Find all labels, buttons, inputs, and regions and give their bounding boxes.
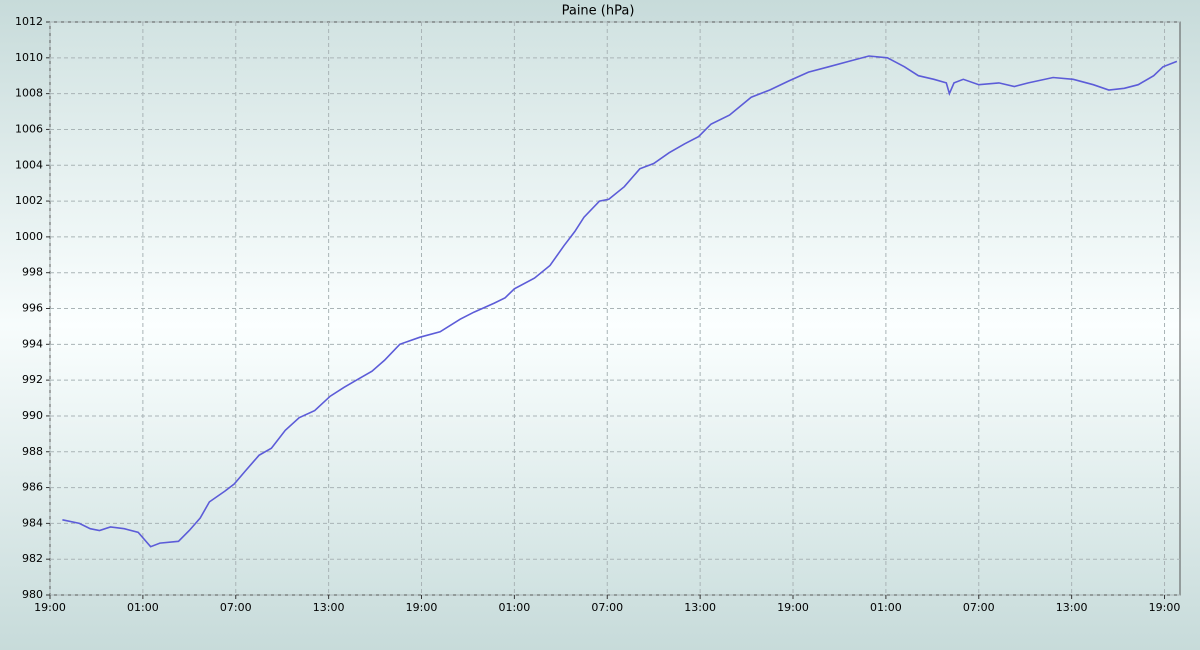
x-tick-label: 01:00 — [499, 601, 531, 614]
y-tick-label: 1010 — [15, 51, 43, 64]
x-tick-label: 07:00 — [591, 601, 623, 614]
x-tick-label: 19:00 — [1149, 601, 1181, 614]
y-tick-label: 994 — [22, 337, 43, 350]
y-tick-label: 1006 — [15, 122, 43, 135]
x-tick-label: 13:00 — [684, 601, 716, 614]
x-tick-label: 13:00 — [1056, 601, 1088, 614]
x-tick-label: 07:00 — [963, 601, 995, 614]
x-tick-label: 01:00 — [127, 601, 159, 614]
x-tick-label: 13:00 — [313, 601, 345, 614]
y-tick-label: 1012 — [15, 15, 43, 28]
y-tick-label: 996 — [22, 302, 43, 315]
x-tick-label: 19:00 — [777, 601, 809, 614]
y-tick-label: 986 — [22, 481, 43, 494]
y-tick-label: 998 — [22, 266, 43, 279]
x-tick-label: 19:00 — [406, 601, 438, 614]
y-tick-label: 990 — [22, 409, 43, 422]
y-tick-label: 980 — [22, 588, 43, 601]
y-tick-label: 984 — [22, 516, 43, 529]
y-tick-label: 1004 — [15, 158, 43, 171]
y-tick-label: 1000 — [15, 230, 43, 243]
y-tick-label: 982 — [22, 552, 43, 565]
y-tick-label: 992 — [22, 373, 43, 386]
y-tick-label: 988 — [22, 445, 43, 458]
y-tick-label: 1008 — [15, 87, 43, 100]
chart-title: Paine (hPa) — [562, 4, 635, 19]
data-line — [62, 55, 1178, 548]
y-tick-label: 1002 — [15, 194, 43, 207]
x-tick-label: 07:00 — [220, 601, 252, 614]
x-tick-label: 19:00 — [34, 601, 66, 614]
x-tick-label: 01:00 — [870, 601, 902, 614]
